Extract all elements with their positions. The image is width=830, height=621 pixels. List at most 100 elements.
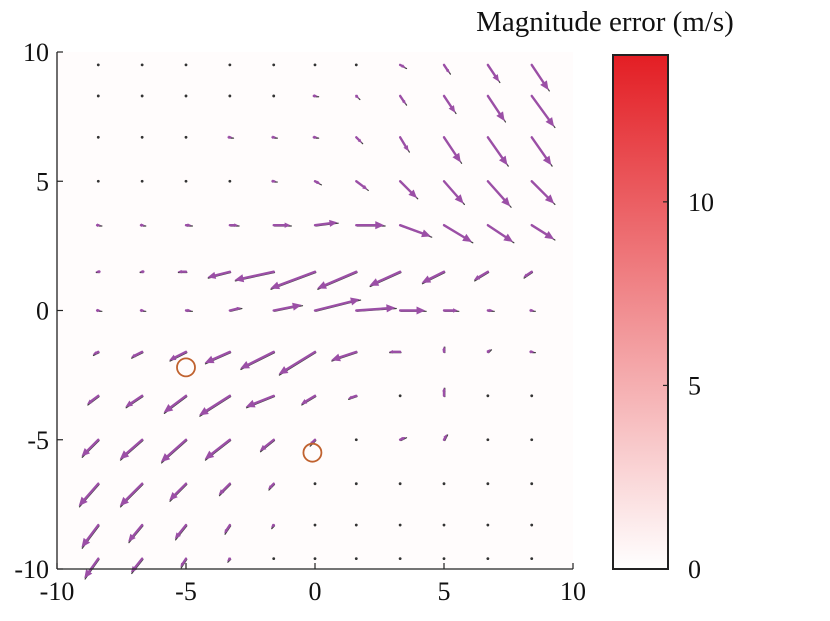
vector-shaft bbox=[313, 300, 353, 312]
vector-shaft bbox=[477, 270, 490, 279]
vector-arrow bbox=[81, 438, 100, 458]
vector-arrow bbox=[313, 219, 339, 227]
vector-arrow bbox=[169, 350, 188, 362]
vector-shaft bbox=[525, 270, 533, 277]
vector-arrow bbox=[442, 223, 474, 244]
vector-head bbox=[362, 184, 368, 190]
vector-shaft bbox=[530, 63, 545, 84]
vector-dot bbox=[228, 94, 232, 98]
vector-head bbox=[87, 399, 93, 405]
vector-arrow bbox=[271, 135, 278, 140]
vector-arrow bbox=[313, 63, 317, 67]
vector-arrow bbox=[317, 270, 358, 290]
vector-arrow bbox=[207, 270, 232, 279]
vector-shaft bbox=[133, 557, 144, 569]
vector-head bbox=[139, 269, 144, 274]
vector-head bbox=[177, 269, 182, 274]
vector-head bbox=[160, 453, 171, 463]
vector-arrow bbox=[95, 269, 101, 274]
vector-dot bbox=[140, 179, 144, 183]
vector-head bbox=[530, 350, 535, 354]
vector-arrow bbox=[369, 270, 402, 288]
vector-arrow bbox=[96, 179, 100, 183]
vector-head bbox=[416, 306, 426, 315]
vector-shaft bbox=[173, 350, 188, 359]
vector-head bbox=[292, 302, 302, 311]
vector-head bbox=[270, 523, 276, 528]
vector-arrow bbox=[92, 350, 100, 357]
vector-arrow bbox=[95, 308, 103, 313]
y-tick-label: -5 bbox=[27, 426, 49, 455]
vector-head bbox=[544, 194, 555, 204]
vector-head bbox=[187, 308, 192, 313]
vector-dot bbox=[272, 557, 276, 561]
vector-dot bbox=[228, 63, 232, 67]
vector-dot bbox=[398, 394, 402, 398]
vector-dot bbox=[184, 135, 188, 139]
vector-arrow bbox=[442, 180, 465, 206]
vector-head bbox=[530, 308, 535, 313]
vector-arrow bbox=[442, 94, 457, 115]
vector-dot bbox=[313, 557, 317, 561]
vector-head bbox=[347, 395, 353, 400]
vector-arrow bbox=[486, 136, 509, 167]
vector-shaft bbox=[530, 180, 549, 199]
vector-arrow bbox=[530, 94, 556, 129]
vector-arrow bbox=[355, 304, 397, 313]
vector-dot bbox=[96, 94, 100, 98]
vector-head bbox=[453, 308, 458, 313]
vector-head bbox=[501, 197, 511, 207]
vector-arrow bbox=[354, 94, 361, 101]
vector-dot bbox=[398, 523, 402, 527]
vector-arrow bbox=[78, 482, 100, 508]
x-tick-label: -5 bbox=[175, 577, 197, 606]
vector-dot bbox=[530, 523, 534, 527]
vector-shaft bbox=[398, 63, 404, 68]
plot-axes: -10 -5 0 5 10 -10 -5 0 5 10 bbox=[14, 38, 586, 606]
vector-head bbox=[489, 308, 494, 313]
vector-head bbox=[119, 450, 130, 460]
vector-arrow bbox=[473, 270, 490, 282]
vector-dot bbox=[530, 482, 534, 486]
vector-arrow bbox=[272, 94, 276, 98]
vector-head bbox=[81, 537, 91, 548]
vector-head bbox=[403, 145, 409, 152]
vector-head bbox=[187, 223, 192, 227]
vector-head bbox=[545, 117, 555, 127]
vector-head bbox=[331, 353, 341, 362]
vector-arrow bbox=[160, 438, 188, 464]
vector-dot bbox=[96, 63, 100, 67]
x-tick-label: 0 bbox=[309, 577, 322, 606]
vector-shaft bbox=[177, 523, 188, 536]
vector-head bbox=[140, 223, 145, 227]
vector-head bbox=[207, 271, 217, 279]
vector-dot bbox=[398, 557, 402, 561]
vector-dot bbox=[184, 63, 188, 67]
vector-arrow bbox=[355, 221, 386, 230]
vector-arrow bbox=[486, 557, 490, 561]
vector-arrow bbox=[313, 180, 322, 186]
vector-shaft bbox=[225, 523, 232, 532]
vector-shaft bbox=[211, 350, 232, 361]
vector-head bbox=[496, 111, 505, 122]
vector-head bbox=[542, 155, 552, 166]
vector-arrow bbox=[530, 63, 550, 92]
vector-head bbox=[140, 308, 145, 313]
vector-head bbox=[462, 233, 472, 242]
vector-shaft bbox=[181, 557, 188, 565]
vector-shaft bbox=[442, 180, 459, 199]
vector-head bbox=[81, 448, 91, 457]
vector-head bbox=[375, 221, 385, 230]
vector-dot bbox=[354, 63, 358, 67]
vector-arrow bbox=[184, 94, 188, 98]
vector-head bbox=[401, 436, 406, 441]
vector-shaft bbox=[313, 180, 319, 184]
vector-arrow bbox=[272, 302, 304, 312]
vector-arrow bbox=[81, 523, 100, 549]
vector-head bbox=[486, 349, 491, 354]
vector-shaft bbox=[242, 270, 275, 280]
vector-arrow bbox=[530, 180, 556, 206]
colorbar bbox=[612, 54, 669, 570]
vector-shaft bbox=[131, 523, 144, 538]
vector-dot bbox=[272, 94, 276, 98]
